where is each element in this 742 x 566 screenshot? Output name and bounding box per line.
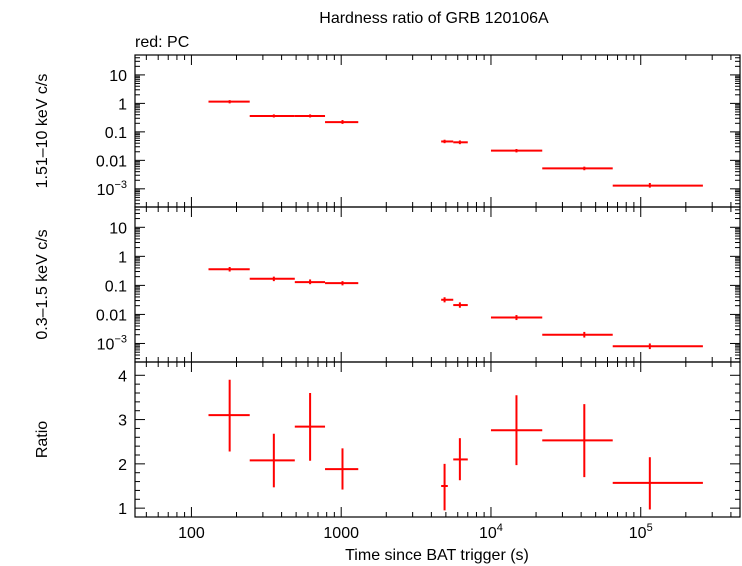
y-tick-label: 1 (118, 249, 127, 266)
y-tick-label: 0.01 (96, 153, 127, 170)
data-point (441, 297, 454, 303)
x-tick-label: 104 (479, 522, 503, 542)
data-point (208, 100, 250, 104)
y-tick-label: 10 (109, 220, 127, 237)
y-tick-label: 10−3 (97, 333, 127, 353)
y-tick-label: 0.1 (105, 125, 127, 142)
data-point (453, 438, 468, 481)
data-point (208, 266, 250, 272)
y-tick-label: 3 (118, 413, 127, 430)
y-tick-label: 0.01 (96, 307, 127, 324)
data-point (325, 448, 359, 490)
panel-soft-band: 10 1 0.1 0.01 10−3 0.3–1.5 keV c/s (34, 206, 741, 363)
x-tick-label: 1000 (323, 525, 359, 542)
data-point (542, 331, 613, 338)
data-point (294, 279, 326, 285)
data-point (612, 343, 703, 350)
x-tick-label: 105 (629, 522, 653, 542)
data-point (441, 139, 454, 144)
y-tick-label: 10−3 (97, 179, 127, 199)
data-point (612, 183, 703, 188)
panel-hard-band: 10 1 0.1 0.01 10−3 1.51–10 keV c/s (34, 54, 741, 208)
y-axis-label: 0.3–1.5 keV c/s (34, 229, 51, 339)
x-axis-label: Time since BAT trigger (s) (345, 547, 529, 564)
panel-frame (134, 206, 741, 363)
data-point (249, 433, 295, 488)
y-tick-label: 1 (118, 501, 127, 518)
data-point (453, 140, 468, 145)
data-point (441, 463, 448, 511)
data-point (490, 315, 543, 321)
data-point (208, 379, 250, 452)
data-point (249, 114, 295, 118)
x-tick-labels: 100 1000 104 105 (178, 522, 653, 542)
data-point (325, 281, 359, 286)
data-point (490, 395, 543, 466)
panel-ratio: 1 2 3 4 Ratio (34, 361, 741, 518)
data-point (542, 404, 613, 478)
y-tick-label: 4 (118, 368, 127, 385)
data-point (325, 120, 359, 124)
y-axis-label: Ratio (34, 421, 51, 458)
data-point (490, 149, 543, 153)
y-tick-label: 2 (118, 457, 127, 474)
data-point (612, 457, 703, 510)
panel-frame (134, 361, 741, 518)
data-point (542, 166, 613, 171)
data-point (294, 114, 326, 118)
legend-note: red: PC (135, 34, 189, 51)
x-tick-label: 100 (178, 525, 205, 542)
data-point (249, 276, 295, 282)
y-axis-label: 1.51–10 keV c/s (34, 74, 51, 189)
y-tick-label: 1 (118, 96, 127, 113)
data-point (294, 393, 326, 461)
y-tick-label: 0.1 (105, 278, 127, 295)
chart-title: Hardness ratio of GRB 120106A (319, 10, 549, 27)
data-point (453, 302, 468, 308)
y-tick-label: 10 (109, 68, 127, 85)
